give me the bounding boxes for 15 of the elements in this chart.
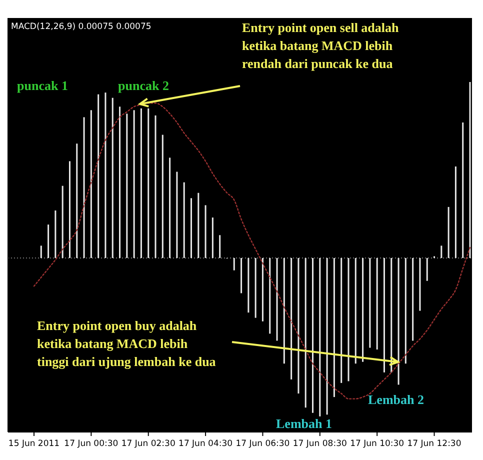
x-tick-label: 17 Jun 12:30 (407, 439, 462, 449)
annotation: Entry point open buy adalah ketika batang MACD lebih tinggi dari ujung lembah ke dua (37, 318, 216, 369)
x-tick-label: 17 Jun 06:30 (236, 439, 290, 449)
x-tick-label: 15 Jun 2011 (8, 439, 60, 449)
x-tick-label: 17 Jun 00:30 (64, 439, 118, 449)
x-tick-label: 17 Jun 10:30 (350, 439, 404, 449)
text: Entry point open sell adalah ketika batang MACD lebih rendah dari puncak ke dua (242, 20, 400, 71)
chart-title: MACD(12,26,9) 0.00075 0.00075 (11, 22, 152, 32)
annotation: Lembah 1 (276, 416, 332, 431)
annotation: puncak 1 (17, 78, 68, 93)
x-tick-label: 17 Jun 04:30 (178, 439, 233, 449)
annotation: puncak 2 (118, 78, 169, 93)
x-tick-label: 17 Jun 02:30 (121, 439, 176, 449)
annotation: Lembah 2 (368, 392, 424, 407)
x-tick-label: 17 Jun 08:30 (292, 439, 347, 449)
